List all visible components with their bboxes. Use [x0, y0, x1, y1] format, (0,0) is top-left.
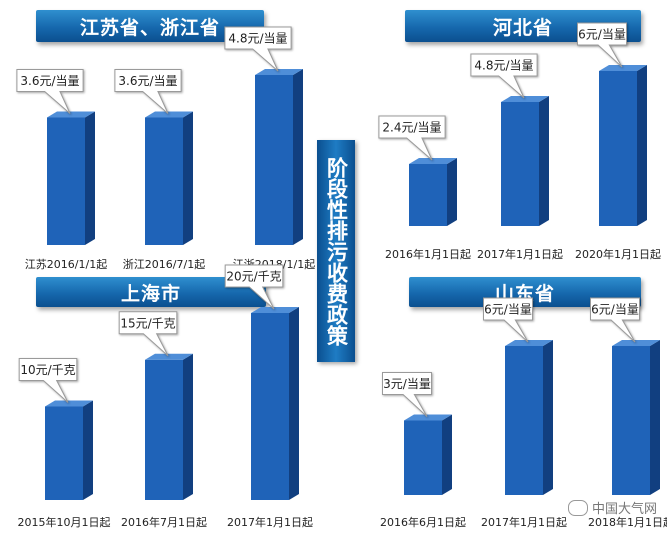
data-label-text: 6元/当量: [484, 303, 532, 317]
data-label-text: 3元/当量: [383, 377, 431, 391]
x-tick-label: 2016年6月1日起: [380, 516, 466, 529]
bar-front: [505, 346, 543, 495]
bar: [47, 111, 95, 245]
bar-front: [612, 346, 650, 495]
bar-side: [183, 353, 193, 500]
bar-front: [145, 117, 183, 245]
data-label-text: 4.8元/当量: [474, 59, 533, 73]
x-tick-label: 2020年1月1日起: [575, 248, 661, 261]
bar: [255, 69, 303, 245]
data-label: 4.8元/当量: [224, 26, 292, 72]
x-tick-label: 2015年10月1日起: [17, 516, 111, 529]
bar: [612, 340, 660, 495]
bar-top: [599, 65, 647, 71]
bar-top: [255, 69, 303, 75]
data-label: 6元/当量: [590, 297, 640, 343]
x-tick-label: 2016年7月1日起: [121, 516, 207, 529]
bar-side: [637, 65, 647, 226]
x-tick-label: 浙江2016/7/1起: [122, 258, 206, 271]
bar-top: [251, 307, 299, 313]
bar-top: [47, 111, 95, 118]
bar-side: [539, 96, 549, 226]
wechat-icon: [567, 499, 588, 516]
chart-svg: 3.6元/当量 3.6元/当量 4.8元/当量: [16, 26, 303, 245]
bar-top: [145, 111, 193, 118]
bar-front: [501, 102, 539, 226]
x-tick-label: 2018年1月1日起: [588, 516, 667, 529]
data-label-text: 3.6元/当量: [118, 74, 177, 88]
x-tick-label: 2017年1月1日起: [481, 516, 567, 529]
x-tick-label: 2017年1月1日起: [477, 248, 563, 261]
data-label: 15元/千克: [118, 311, 178, 357]
data-label: 2.4元/当量: [378, 115, 446, 161]
bar-top: [501, 96, 549, 102]
bar-front: [599, 71, 637, 226]
bar-front: [255, 75, 293, 245]
data-label: 3.6元/当量: [114, 69, 182, 114]
bar: [409, 158, 457, 226]
data-label: 6元/当量: [577, 22, 627, 68]
chart-svg: 3元/当量 6元/当量 6元/当量: [382, 297, 660, 495]
bar-top: [404, 414, 452, 421]
watermark: 中国大气网: [567, 498, 657, 517]
bar: [505, 340, 553, 495]
chart-jiangsu-zhejiang: 3.6元/当量 3.6元/当量 4.8元/当量江苏2016/1/1起 浙江2016/7…: [0, 0, 315, 280]
watermark-text: 中国大气网: [591, 502, 657, 517]
data-label: 4.8元/当量: [470, 53, 538, 99]
data-label: 3元/当量: [382, 372, 432, 417]
data-label-text: 20元/千克: [226, 270, 281, 284]
bar: [145, 353, 193, 500]
data-label: 3.6元/当量: [16, 69, 84, 114]
bar-front: [409, 164, 447, 226]
bar-top: [612, 340, 660, 346]
bar-side: [447, 158, 457, 226]
data-label-text: 15元/千克: [120, 316, 175, 330]
chart-svg: 10元/千克 15元/千克 20元/千克: [18, 264, 299, 500]
bar-side: [289, 307, 299, 500]
data-label: 6元/当量: [483, 297, 533, 343]
bar-side: [650, 340, 660, 495]
bar-side: [83, 400, 93, 500]
bar: [501, 96, 549, 226]
bar-top: [45, 400, 93, 407]
data-label-text: 3.6元/当量: [20, 74, 79, 88]
data-label-text: 6元/当量: [578, 28, 626, 42]
x-tick-label: 江苏2016/1/1起: [24, 258, 108, 271]
bar-side: [183, 111, 193, 245]
bar-front: [45, 406, 83, 500]
panel-title-shanghai: 上海市: [36, 277, 266, 307]
chart-shandong: 3元/当量 6元/当量 6元/当量 2016年6月1日起 2017年1月1日起 2018年…: [360, 280, 667, 540]
bar-side: [442, 414, 452, 495]
bar-side: [543, 340, 553, 495]
bar-top: [409, 158, 457, 164]
bar-top: [145, 353, 193, 360]
panel-title-jiangsu-zhejiang: 江苏省、浙江省: [36, 10, 264, 42]
data-label-text: 4.8元/当量: [228, 32, 287, 46]
x-tick-label: 2017年1月1日起: [227, 516, 313, 529]
data-label-text: 6元/当量: [591, 303, 639, 317]
bar: [45, 400, 93, 500]
chart-svg: 2.4元/当量 4.8元/当量 6元/当量: [378, 22, 647, 226]
data-label: 10元/千克: [18, 358, 78, 403]
bar: [251, 307, 299, 500]
bar-top: [505, 340, 553, 346]
bar-side: [85, 111, 95, 245]
bar: [404, 414, 452, 495]
panel-title-hebei: 河北省: [405, 10, 641, 42]
bar: [145, 111, 193, 245]
bar-front: [404, 420, 442, 495]
data-label: 20元/千克: [224, 264, 284, 310]
data-label-text: 2.4元/当量: [382, 121, 441, 135]
x-tick-label: 2016年1月1日起: [385, 248, 471, 261]
chart-hebei: 2.4元/当量 4.8元/当量 6元/当量 2016年1月1日起 2017年1月1日起 2…: [360, 0, 667, 280]
bar: [599, 65, 647, 226]
bar-front: [251, 313, 289, 500]
side-title: 阶段性排污收费政策: [317, 140, 355, 362]
data-label-text: 10元/千克: [20, 363, 75, 377]
bar-front: [145, 359, 183, 500]
bar-side: [293, 69, 303, 245]
chart-shanghai: 10元/千克 15元/千克 20元/千克 2015年10月1日起 2016年7月1日起 2…: [0, 264, 315, 540]
bar-front: [47, 117, 85, 245]
